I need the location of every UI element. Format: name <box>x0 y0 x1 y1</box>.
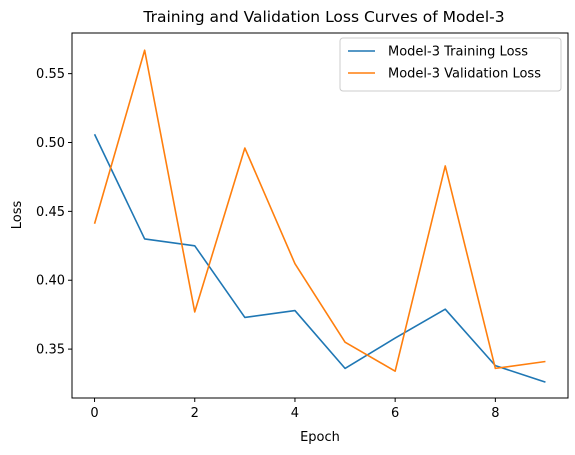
x-axis-ticks: 0 2 4 6 8 <box>90 398 499 421</box>
legend-items: Model-3 Training Loss Model-3 Validation … <box>348 45 541 82</box>
legend-label-1: Model-3 Validation Loss <box>388 67 541 82</box>
x-axis-label: Epoch <box>300 430 340 445</box>
plot-area <box>72 33 568 398</box>
x-tick-label: 2 <box>191 406 199 421</box>
chart-title: Training and Validation Loss Curves of M… <box>142 8 504 26</box>
y-tick-label: 0.55 <box>36 67 65 82</box>
x-tick-label: 8 <box>491 406 499 421</box>
y-tick-label: 0.50 <box>36 136 65 151</box>
legend: Model-3 Training Loss Model-3 Validation … <box>339 37 562 92</box>
y-tick-label: 0.40 <box>36 274 65 289</box>
series-line-1 <box>93 49 546 372</box>
series-line-0 <box>93 133 546 383</box>
y-axis-label: Loss <box>10 201 25 230</box>
x-tick-label: 6 <box>391 406 399 421</box>
series-layer <box>93 49 546 383</box>
legend-label-0: Model-3 Training Loss <box>388 45 528 60</box>
y-tick-label: 0.35 <box>36 343 65 358</box>
y-tick-label: 0.45 <box>36 205 65 220</box>
x-tick-label: 0 <box>90 406 98 421</box>
plot-frame <box>71 32 569 399</box>
legend-box <box>339 37 562 92</box>
y-axis-ticks: 0.35 0.40 0.45 0.50 0.55 <box>36 67 72 358</box>
x-tick-label: 4 <box>291 406 299 421</box>
